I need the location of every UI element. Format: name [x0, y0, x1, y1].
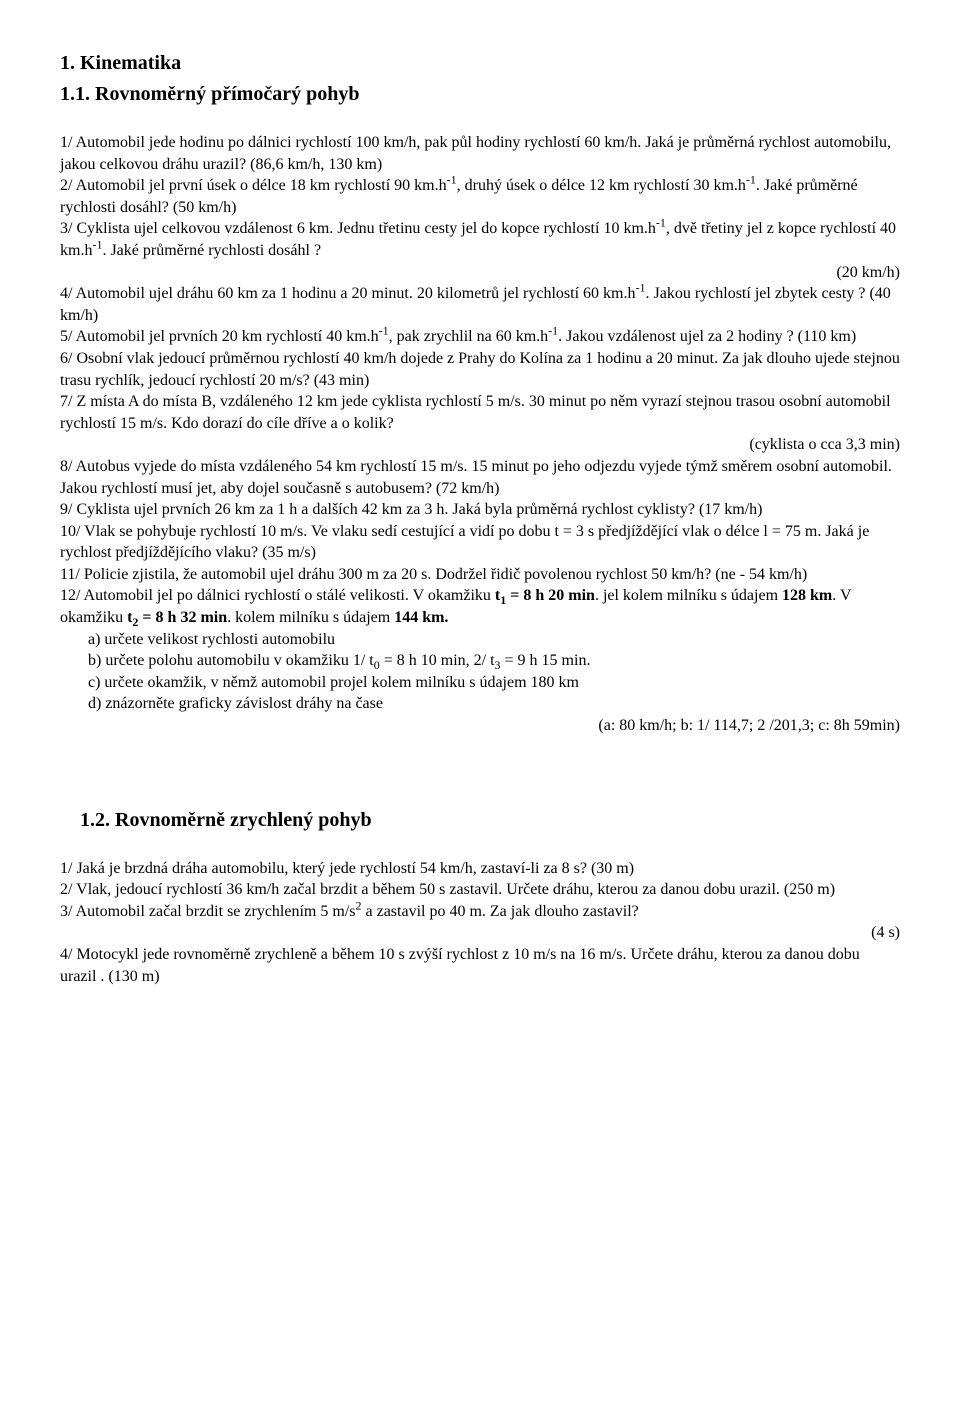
- problem-12-d: d) znázorněte graficky závislost dráhy n…: [60, 693, 900, 715]
- problem-2-2: 2/ Vlak, jedoucí rychlostí 36 km/h začal…: [60, 879, 900, 901]
- problem-12: 12/ Automobil jel po dálnici rychlostí o…: [60, 585, 900, 628]
- exponent: -1: [447, 173, 457, 187]
- problem-12-b: b) určete polohu automobilu v okamžiku 1…: [60, 650, 900, 672]
- problem-1: 1/ Automobil jede hodinu po dálnici rych…: [60, 132, 900, 175]
- answer-3: (20 km/h): [60, 262, 900, 284]
- exponent: -1: [636, 281, 646, 295]
- problem-4: 4/ Automobil ujel dráhu 60 km za 1 hodin…: [60, 283, 900, 326]
- problem-6: 6/ Osobní vlak jedoucí průměrnou rychlos…: [60, 348, 900, 391]
- problem-7: 7/ Z místa A do místa B, vzdáleného 12 k…: [60, 391, 900, 434]
- problem-2-1: 1/ Jaká je brzdná dráha automobilu, kter…: [60, 858, 900, 880]
- subsection-title: 1.1. Rovnoměrný přímočarý pohyb: [60, 81, 900, 108]
- exponent: -1: [656, 216, 666, 230]
- answer-7: (cyklista o cca 3,3 min): [60, 434, 900, 456]
- exponent: -1: [548, 324, 558, 338]
- problems-section-2: 1/ Jaká je brzdná dráha automobilu, kter…: [60, 858, 900, 988]
- subsection-title-2: 1.2. Rovnoměrně zrychlený pohyb: [80, 807, 900, 834]
- exponent: -1: [746, 173, 756, 187]
- problem-2-3: 3/ Automobil začal brzdit se zrychlením …: [60, 901, 900, 923]
- problem-9: 9/ Cyklista ujel prvních 26 km za 1 h a …: [60, 499, 900, 521]
- problem-2: 2/ Automobil jel první úsek o délce 18 k…: [60, 175, 900, 218]
- problems-section-1: 1/ Automobil jede hodinu po dálnici rych…: [60, 132, 900, 737]
- problem-5: 5/ Automobil jel prvních 20 km rychlostí…: [60, 326, 900, 348]
- problem-10: 10/ Vlak se pohybuje rychlostí 10 m/s. V…: [60, 521, 900, 564]
- problem-12-c: c) určete okamžik, v němž automobil proj…: [60, 672, 900, 694]
- answer-12: (a: 80 km/h; b: 1/ 114,7; 2 /201,3; c: 8…: [60, 715, 900, 737]
- problem-8: 8/ Autobus vyjede do místa vzdáleného 54…: [60, 456, 900, 499]
- problem-11: 11/ Policie zjistila, že automobil ujel …: [60, 564, 900, 586]
- problem-2-4: 4/ Motocykl jede rovnoměrně zrychleně a …: [60, 944, 900, 987]
- section-number: 1. Kinematika: [60, 50, 900, 77]
- exponent: -1: [92, 238, 102, 252]
- problem-12-a: a) určete velikost rychlosti automobilu: [60, 629, 900, 651]
- exponent: -1: [379, 324, 389, 338]
- answer-2-3: (4 s): [60, 922, 900, 944]
- problem-3: 3/ Cyklista ujel celkovou vzdálenost 6 k…: [60, 218, 900, 261]
